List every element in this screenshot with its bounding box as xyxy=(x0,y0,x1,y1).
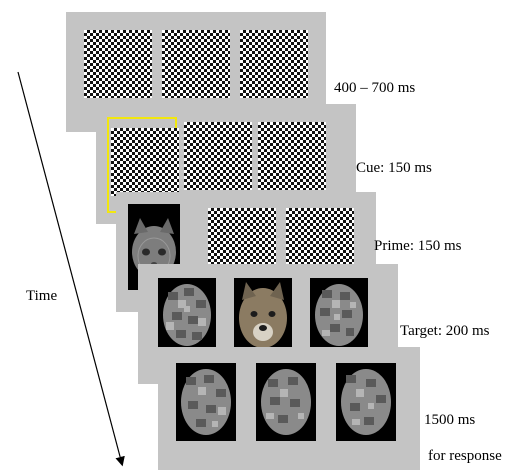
frame-duration-label: Prime: 150 ms xyxy=(374,238,462,254)
checkerboard-mask-right xyxy=(240,30,308,98)
target-dog-face-image xyxy=(234,278,292,352)
frame-duration-label-line2: for response xyxy=(428,448,502,464)
frame-duration-label: 1500 ms xyxy=(424,412,476,428)
checkerboard-mask-right xyxy=(258,122,326,190)
scrambled-face-right xyxy=(336,363,396,441)
time-axis-label: Time xyxy=(26,288,58,304)
scrambled-face-right xyxy=(310,278,368,352)
checkerboard-mask-left xyxy=(111,128,179,196)
frame-response xyxy=(158,347,420,470)
frame-duration-label: Target: 200 ms xyxy=(400,323,490,339)
checkerboard-mask-left xyxy=(84,30,152,98)
scrambled-face-left xyxy=(158,278,216,352)
scrambled-face-icon xyxy=(315,284,363,346)
scrambled-face-icon xyxy=(261,369,311,435)
scrambled-face-icon xyxy=(163,284,211,346)
frame-fixation xyxy=(66,12,326,132)
checkerboard-mask-center xyxy=(184,122,252,190)
checkerboard-mask-center xyxy=(162,30,230,98)
scrambled-face-center xyxy=(256,363,316,441)
scrambled-face-icon xyxy=(181,369,231,435)
frame-duration-label: 400 – 700 ms xyxy=(334,80,416,96)
dog-face-icon xyxy=(239,282,287,348)
scrambled-face-icon xyxy=(341,369,391,435)
scrambled-face-left xyxy=(176,363,236,441)
frame-duration-label: Cue: 150 ms xyxy=(356,160,432,176)
